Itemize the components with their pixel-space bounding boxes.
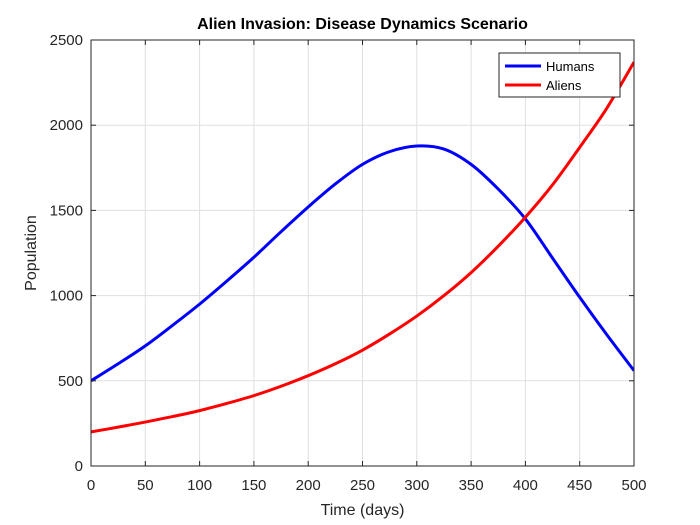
x-tick-label: 150	[241, 477, 266, 494]
x-axis-label: Time (days)	[321, 502, 405, 519]
x-tick-label: 50	[137, 477, 154, 494]
y-tick-label: 2500	[50, 32, 83, 49]
legend-label-aliens: Aliens	[546, 78, 582, 93]
x-tick-label: 400	[513, 477, 538, 494]
chart-title: Alien Invasion: Disease Dynamics Scenari…	[197, 16, 528, 33]
series-line-humans	[91, 144, 634, 383]
series-line-aliens	[91, 61, 634, 434]
y-tick-label: 2000	[50, 117, 83, 134]
y-tick-label: 0	[75, 458, 83, 475]
legend-box	[498, 52, 621, 98]
series-layer	[91, 61, 634, 434]
y-tick-label: 500	[58, 373, 83, 390]
x-tick-label: 350	[459, 477, 484, 494]
x-tick-label: 200	[296, 477, 321, 494]
y-tick-label: 1500	[50, 202, 83, 219]
y-tick-label: 1000	[50, 288, 83, 305]
x-tick-label: 300	[404, 477, 429, 494]
x-tick-label: 0	[87, 477, 95, 494]
x-tick-label: 450	[567, 477, 592, 494]
x-tick-label: 500	[621, 477, 646, 494]
tick-labels: 0 50 100 150 200 250 300 350 400 450 500 0 500 1000 15…	[50, 32, 647, 494]
legend: Humans Aliens	[498, 52, 621, 98]
x-tick-label: 100	[187, 477, 212, 494]
y-axis-label: Population	[23, 215, 40, 291]
ticks	[90, 39, 635, 467]
x-tick-label: 250	[350, 477, 375, 494]
legend-label-humans: Humans	[546, 59, 595, 74]
